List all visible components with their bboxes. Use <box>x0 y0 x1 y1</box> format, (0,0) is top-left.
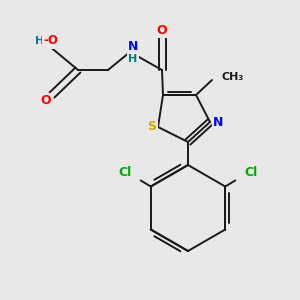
Text: CH₃: CH₃ <box>222 72 244 82</box>
Text: N: N <box>128 40 138 53</box>
Text: S: S <box>148 121 157 134</box>
Text: Cl: Cl <box>118 166 131 179</box>
Text: O: O <box>41 94 51 107</box>
Text: N: N <box>213 116 223 128</box>
Text: Cl: Cl <box>244 166 258 179</box>
Text: O: O <box>157 23 167 37</box>
Text: H: H <box>35 36 45 46</box>
Text: -O: -O <box>44 34 59 47</box>
Text: H: H <box>128 54 138 64</box>
